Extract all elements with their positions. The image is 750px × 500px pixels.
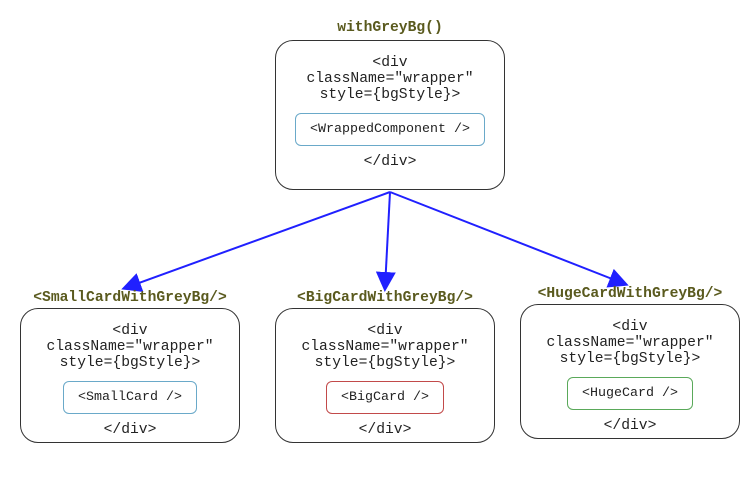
big-line2: style={bgStyle}> — [286, 355, 484, 371]
small-line1: <div className="wrapper" — [31, 323, 229, 355]
small-close: </div> — [31, 422, 229, 438]
huge-close: </div> — [531, 418, 729, 434]
huge-title: <HugeCardWithGreyBg/> — [525, 286, 735, 302]
small-line2: style={bgStyle}> — [31, 355, 229, 371]
small-node: <div className="wrapper" style={bgStyle}… — [20, 308, 240, 443]
big-close: </div> — [286, 422, 484, 438]
top-inner: <WrappedComponent /> — [295, 113, 485, 146]
big-title: <BigCardWithGreyBg/> — [280, 290, 490, 306]
top-close: </div> — [286, 154, 494, 170]
big-inner: <BigCard /> — [326, 381, 444, 414]
arrow-to-huge — [390, 192, 625, 284]
top-line1: <div className="wrapper" — [286, 55, 494, 87]
top-node: <div className="wrapper" style={bgStyle}… — [275, 40, 505, 190]
big-node: <div className="wrapper" style={bgStyle}… — [275, 308, 495, 443]
top-title: withGreyBg() — [310, 20, 470, 36]
huge-inner: <HugeCard /> — [567, 377, 693, 410]
small-inner: <SmallCard /> — [63, 381, 197, 414]
huge-line1: <div className="wrapper" — [531, 319, 729, 351]
arrow-to-big — [385, 192, 390, 288]
huge-line2: style={bgStyle}> — [531, 351, 729, 367]
arrow-to-small — [125, 192, 390, 288]
top-line2: style={bgStyle}> — [286, 87, 494, 103]
small-title: <SmallCardWithGreyBg/> — [25, 290, 235, 306]
huge-node: <div className="wrapper" style={bgStyle}… — [520, 304, 740, 439]
big-line1: <div className="wrapper" — [286, 323, 484, 355]
